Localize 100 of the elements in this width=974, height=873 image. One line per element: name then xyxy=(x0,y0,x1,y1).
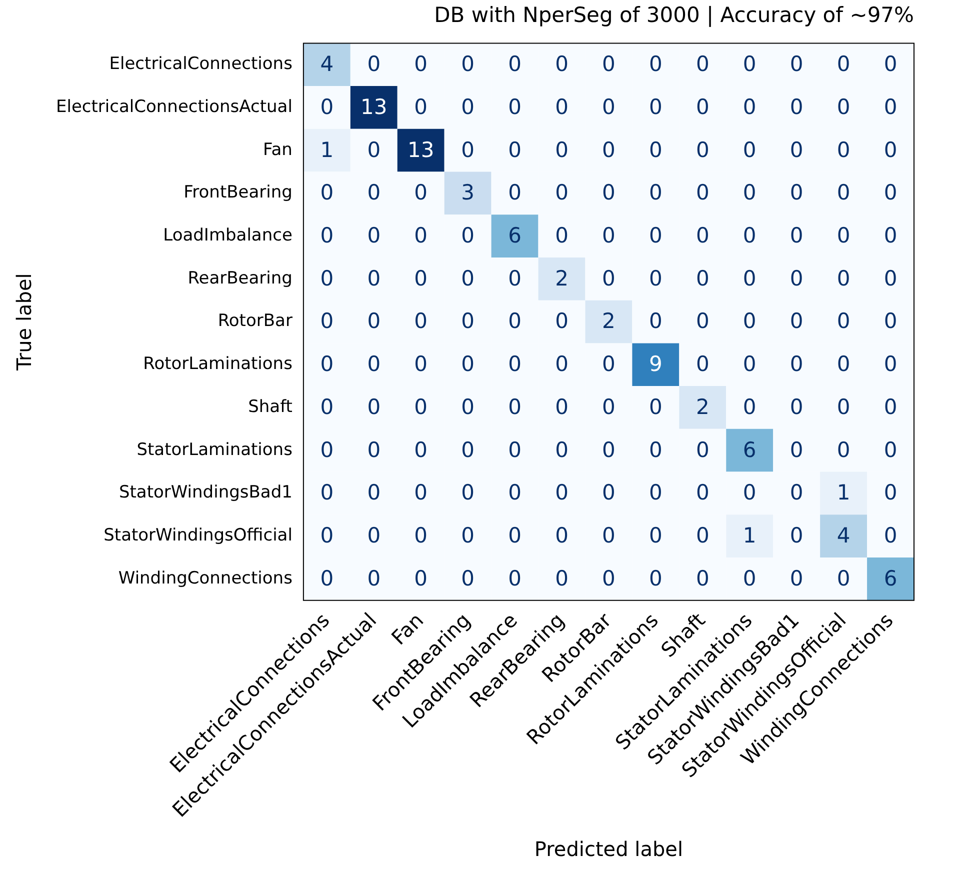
y-tick-label: ElectricalConnections xyxy=(109,54,293,74)
data-label: 0 xyxy=(320,524,334,548)
data-label: 0 xyxy=(508,138,522,162)
data-label: 0 xyxy=(555,524,568,548)
data-label: 0 xyxy=(649,94,662,119)
data-label: 0 xyxy=(320,266,334,290)
data-label: 0 xyxy=(461,224,475,248)
data-label: 0 xyxy=(555,94,568,119)
data-label: 0 xyxy=(367,266,381,290)
data-label: 0 xyxy=(696,94,710,119)
y-tick-label: LoadImbalance xyxy=(163,225,292,246)
data-label: 0 xyxy=(649,180,662,205)
data-label: 0 xyxy=(508,352,522,376)
data-label: 0 xyxy=(602,266,616,290)
data-label: 0 xyxy=(602,480,616,505)
data-label: 0 xyxy=(555,224,568,248)
data-label: 0 xyxy=(836,394,850,419)
data-label: 3 xyxy=(461,180,475,205)
data-label: 0 xyxy=(508,309,522,334)
data-label: 0 xyxy=(461,566,475,590)
data-label: 0 xyxy=(696,524,710,548)
data-label: 0 xyxy=(742,52,756,76)
data-label: 0 xyxy=(320,180,334,205)
data-label: 0 xyxy=(555,352,568,376)
data-label: 0 xyxy=(836,438,850,462)
data-label: 0 xyxy=(649,224,662,248)
data-label: 0 xyxy=(555,138,568,162)
data-label: 0 xyxy=(836,94,850,119)
data-label: 0 xyxy=(742,180,756,205)
y-tick-label: StatorLaminations xyxy=(136,440,293,460)
data-label: 0 xyxy=(508,566,522,590)
data-label: 0 xyxy=(367,52,381,76)
data-label: 0 xyxy=(836,266,850,290)
data-label: 0 xyxy=(790,309,804,334)
data-label: 0 xyxy=(320,480,334,505)
data-label: 0 xyxy=(320,309,334,334)
data-label: 0 xyxy=(790,266,804,290)
data-label: 0 xyxy=(461,309,475,334)
data-label: 0 xyxy=(742,266,756,290)
data-label: 0 xyxy=(602,52,616,76)
data-label: 0 xyxy=(461,352,475,376)
data-label: 0 xyxy=(555,566,568,590)
data-label: 0 xyxy=(742,566,756,590)
data-label: 0 xyxy=(742,94,756,119)
data-label: 0 xyxy=(461,94,475,119)
data-label: 0 xyxy=(649,394,662,419)
data-label: 0 xyxy=(414,566,428,590)
data-label: 0 xyxy=(367,566,381,590)
data-label: 0 xyxy=(696,52,710,76)
data-label: 0 xyxy=(649,138,662,162)
data-label: 0 xyxy=(836,309,850,334)
data-label: 0 xyxy=(790,180,804,205)
data-label: 0 xyxy=(649,566,662,590)
data-label: 0 xyxy=(884,438,898,462)
data-label: 0 xyxy=(602,180,616,205)
data-label: 0 xyxy=(555,438,568,462)
data-label: 0 xyxy=(884,480,898,505)
data-label: 0 xyxy=(884,524,898,548)
data-label: 0 xyxy=(367,480,381,505)
y-tick-label: StatorWindingsOfficial xyxy=(104,525,292,546)
data-label: 0 xyxy=(414,394,428,419)
data-label: 0 xyxy=(508,180,522,205)
data-label: 0 xyxy=(790,94,804,119)
data-label: 0 xyxy=(742,309,756,334)
data-label: 0 xyxy=(696,224,710,248)
data-label: 0 xyxy=(367,138,381,162)
data-label: 0 xyxy=(367,394,381,419)
data-label: 0 xyxy=(414,352,428,376)
data-label: 13 xyxy=(407,138,434,162)
data-label: 0 xyxy=(649,438,662,462)
data-label: 0 xyxy=(461,524,475,548)
data-label: 0 xyxy=(790,394,804,419)
y-tick-label: FrontBearing xyxy=(184,182,292,203)
data-label: 0 xyxy=(367,438,381,462)
data-label: 0 xyxy=(836,352,850,376)
data-label: 0 xyxy=(367,224,381,248)
data-label: 0 xyxy=(696,180,710,205)
data-label: 0 xyxy=(884,224,898,248)
data-label: 0 xyxy=(461,394,475,419)
data-label: 0 xyxy=(696,352,710,376)
data-label: 0 xyxy=(790,224,804,248)
data-label: 1 xyxy=(742,524,756,548)
y-tick-label: Shaft xyxy=(248,396,293,417)
data-label: 0 xyxy=(555,309,568,334)
data-label: 0 xyxy=(836,180,850,205)
data-label: 0 xyxy=(414,266,428,290)
data-label: 0 xyxy=(461,52,475,76)
data-label: 0 xyxy=(602,524,616,548)
data-label: 0 xyxy=(320,352,334,376)
data-label: 0 xyxy=(555,394,568,419)
chart-title: DB with NperSeg of 3000 | Accuracy of ~97% xyxy=(434,3,914,28)
data-label: 0 xyxy=(696,566,710,590)
data-label: 1 xyxy=(320,138,334,162)
data-label: 0 xyxy=(836,224,850,248)
data-label: 0 xyxy=(508,52,522,76)
data-label: 0 xyxy=(508,524,522,548)
data-label: 0 xyxy=(742,138,756,162)
data-label: 0 xyxy=(790,480,804,505)
data-label: 2 xyxy=(602,309,616,334)
data-label: 0 xyxy=(884,180,898,205)
